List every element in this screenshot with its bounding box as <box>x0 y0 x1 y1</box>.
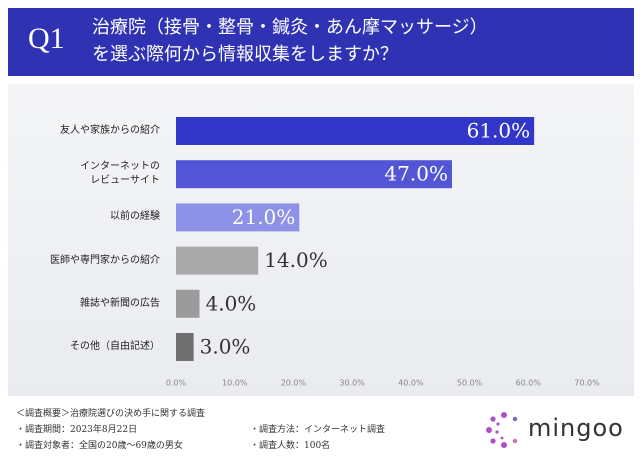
x-tick-label: 10.0% <box>222 379 248 388</box>
value-label: 4.0% <box>205 291 256 315</box>
bar <box>176 203 300 232</box>
value-label: 3.0% <box>200 335 251 359</box>
category-label: インターネットの レビューサイト <box>80 161 160 187</box>
x-tick-label: 40.0% <box>398 379 424 388</box>
question-badge: Q1 <box>28 22 65 55</box>
footer-line: ・調査方法：インターネット調査 <box>250 425 386 435</box>
category-label: 友人や家族からの紹介 <box>60 125 160 136</box>
bar <box>176 160 452 189</box>
category-label: 以前の経験 <box>110 211 160 223</box>
value-label: 21.0% <box>232 205 296 229</box>
footer-line: ＜調査概要＞治療院選びの決め手に関する調査 <box>16 409 206 419</box>
header-banner <box>8 8 634 76</box>
value-label: 61.0% <box>467 119 531 143</box>
category-label: 雑誌や新聞の広告 <box>80 297 160 309</box>
x-tick-label: 20.0% <box>281 379 307 388</box>
value-label: 47.0% <box>384 162 448 186</box>
footer-line: ・調査対象者：全国の20歳～69歳の男女 <box>16 441 183 451</box>
question-title: 治療院（接骨・整骨・鍼灸・あん摩マッサージ） を選ぶ際何から情報収集をしますか？ <box>92 17 488 65</box>
bar <box>176 246 259 275</box>
logo-text: mingoo <box>528 414 624 442</box>
x-tick-label: 60.0% <box>516 379 542 388</box>
bar <box>176 333 194 361</box>
value-label: 14.0% <box>264 248 328 272</box>
category-label: その他（自由記述） <box>70 341 160 352</box>
category-label: 医師や専門家からの紹介 <box>50 254 160 266</box>
bar <box>176 117 535 145</box>
x-tick-label: 30.0% <box>339 379 365 388</box>
logo-icon <box>486 412 518 448</box>
footer-line: ・調査人数：100名 <box>250 441 331 451</box>
x-tick-label: 70.0% <box>574 379 600 388</box>
footer-line: ・調査期間：2023年8月22日 <box>16 425 138 435</box>
x-tick-label: 50.0% <box>457 379 483 388</box>
bar <box>176 289 200 318</box>
x-tick-label: 0.0% <box>166 379 187 388</box>
